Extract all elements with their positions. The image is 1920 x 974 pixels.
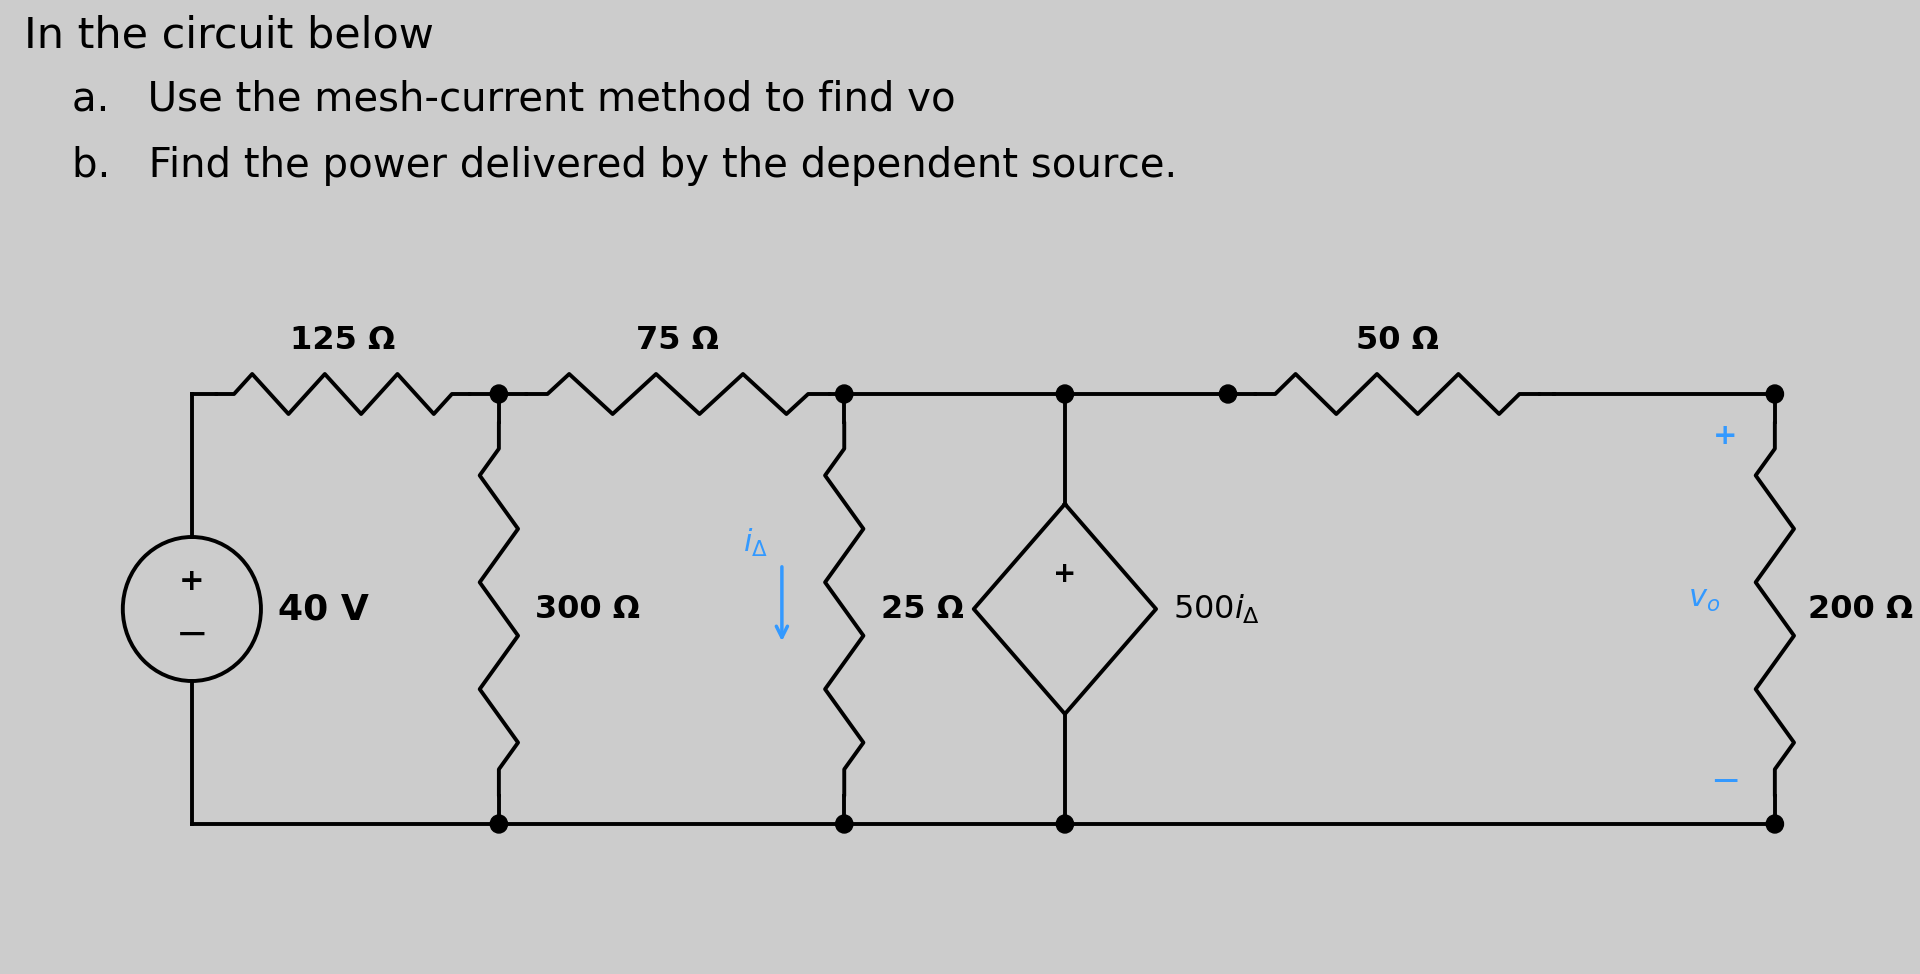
Text: $500i_{\Delta}$: $500i_{\Delta}$ <box>1173 592 1260 625</box>
Text: 75 Ω: 75 Ω <box>636 325 720 356</box>
Circle shape <box>835 815 852 833</box>
Text: a.   Use the mesh-current method to find vo: a. Use the mesh-current method to find v… <box>71 79 956 119</box>
Circle shape <box>1056 815 1073 833</box>
Circle shape <box>835 385 852 403</box>
Circle shape <box>490 815 507 833</box>
Text: 300 Ω: 300 Ω <box>536 593 641 624</box>
Text: −: − <box>1711 765 1740 799</box>
Circle shape <box>1766 815 1784 833</box>
Text: +: + <box>179 567 205 595</box>
Text: 50 Ω: 50 Ω <box>1356 325 1438 356</box>
Text: +: + <box>1054 560 1077 588</box>
Text: 25 Ω: 25 Ω <box>881 593 964 624</box>
Text: +: + <box>1713 422 1738 450</box>
Text: In the circuit below: In the circuit below <box>23 14 434 56</box>
Text: 125 Ω: 125 Ω <box>290 325 396 356</box>
Text: 200 Ω: 200 Ω <box>1809 593 1914 624</box>
Circle shape <box>1766 385 1784 403</box>
Text: 40 V: 40 V <box>278 592 369 626</box>
Text: −: − <box>175 616 207 654</box>
Circle shape <box>490 385 507 403</box>
Text: $i_{\Delta}$: $i_{\Delta}$ <box>743 527 768 559</box>
Circle shape <box>1219 385 1236 403</box>
Text: b.   Find the power delivered by the dependent source.: b. Find the power delivered by the depen… <box>71 146 1177 186</box>
Circle shape <box>1056 385 1073 403</box>
Text: $v_o$: $v_o$ <box>1688 584 1720 614</box>
